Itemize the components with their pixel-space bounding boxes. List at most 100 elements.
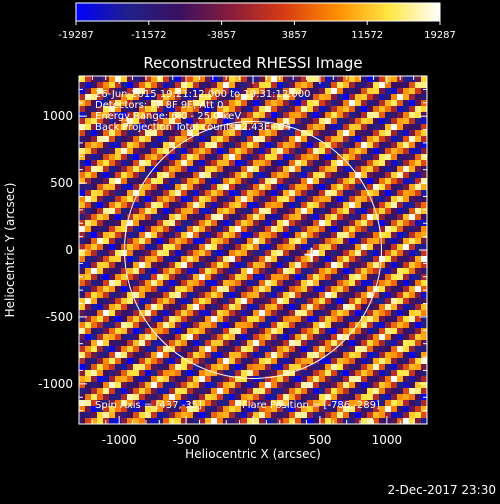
heatmap-cell [211, 280, 218, 287]
heatmap-cell [307, 118, 314, 125]
heatmap-cell [349, 112, 356, 119]
heatmap-cell [361, 154, 368, 161]
heatmap-cell [379, 154, 386, 161]
heatmap-cell [127, 262, 134, 269]
heatmap-cell [109, 184, 116, 191]
heatmap-cell [253, 364, 260, 371]
heatmap-cell [241, 310, 248, 317]
heatmap-cell [145, 88, 152, 95]
heatmap-cell [181, 178, 188, 185]
heatmap-cell [421, 256, 427, 263]
heatmap-cell [145, 100, 152, 107]
heatmap-cell [169, 88, 176, 95]
heatmap-cell [367, 292, 374, 299]
heatmap-cell [313, 256, 320, 263]
heatmap-cell [223, 172, 230, 179]
heatmap-cell [109, 298, 116, 305]
heatmap-cell [313, 112, 320, 119]
heatmap-cell [133, 118, 140, 125]
heatmap-cell [181, 388, 188, 395]
heatmap-cell [175, 376, 182, 383]
colorbar-tick-label: -19287 [58, 30, 93, 41]
heatmap-cell [325, 244, 332, 251]
heatmap-cell [205, 358, 212, 365]
heatmap-cell [121, 112, 128, 119]
heatmap-cell [163, 400, 170, 407]
heatmap-cell [211, 394, 218, 401]
heatmap-cell [289, 394, 296, 401]
heatmap-cell [163, 226, 170, 233]
heatmap-cell [109, 322, 116, 329]
heatmap-cell [337, 334, 344, 341]
heatmap-cell [139, 106, 146, 113]
heatmap-cell [277, 358, 284, 365]
heatmap-cell [391, 232, 398, 239]
heatmap-cell [271, 406, 278, 413]
heatmap-cell [373, 334, 380, 341]
heatmap-cell [121, 358, 128, 365]
heatmap-cell [379, 148, 386, 155]
heatmap-cell [337, 286, 344, 293]
heatmap-cell [259, 316, 266, 323]
heatmap-cell [115, 346, 122, 353]
heatmap-cell [157, 274, 164, 281]
heatmap-cell [331, 310, 338, 317]
heatmap-cell [163, 244, 170, 251]
heatmap-cell [151, 418, 158, 424]
heatmap-cell [319, 352, 326, 359]
heatmap-cell [145, 370, 152, 377]
heatmap-cell [397, 154, 404, 161]
heatmap-cell [397, 322, 404, 329]
heatmap-cell [403, 148, 410, 155]
heatmap-cell [403, 136, 410, 143]
heatmap-cell [373, 166, 380, 173]
heatmap-cell [127, 118, 134, 125]
heatmap-cell [271, 382, 278, 389]
heatmap-cell [163, 304, 170, 311]
heatmap-cell [313, 124, 320, 131]
heatmap-cell [103, 256, 110, 263]
heatmap-cell [229, 358, 236, 365]
heatmap-cell [307, 82, 314, 89]
heatmap-cell [139, 310, 146, 317]
heatmap-cell [163, 406, 170, 413]
heatmap-cell [343, 184, 350, 191]
heatmap-cell [409, 244, 416, 251]
heatmap-cell [319, 328, 326, 335]
heatmap-cell [331, 394, 338, 401]
heatmap-cell [403, 316, 410, 323]
heatmap-cell [97, 364, 104, 371]
heatmap-cell [313, 166, 320, 173]
heatmap-cell [139, 88, 146, 95]
heatmap-cell [139, 352, 146, 359]
heatmap-cell [109, 220, 116, 227]
heatmap-cell [325, 136, 332, 143]
heatmap-cell [247, 124, 254, 131]
heatmap-cell [181, 148, 188, 155]
heatmap-cell [217, 124, 224, 131]
heatmap-cell [85, 184, 92, 191]
heatmap-cell [187, 292, 194, 299]
heatmap-cell [85, 160, 92, 167]
heatmap-cell [121, 142, 128, 149]
heatmap-cell [283, 286, 290, 293]
heatmap-cell [307, 352, 314, 359]
heatmap-cell [295, 184, 302, 191]
heatmap-cell [187, 412, 194, 419]
heatmap-cell [205, 220, 212, 227]
heatmap-cell [235, 262, 242, 269]
heatmap-cell [379, 82, 386, 89]
heatmap-cell [121, 376, 128, 383]
heatmap-cell [289, 106, 296, 113]
heatmap-cell [97, 130, 104, 137]
heatmap-cell [247, 178, 254, 185]
heatmap-cell [175, 136, 182, 143]
heatmap-cell [109, 88, 116, 95]
heatmap-cell [397, 136, 404, 143]
heatmap-cell [187, 88, 194, 95]
heatmap-cell [331, 400, 338, 407]
heatmap-cell [97, 160, 104, 167]
heatmap-cell [139, 166, 146, 173]
heatmap-cell [79, 358, 86, 365]
heatmap-cell [403, 232, 410, 239]
